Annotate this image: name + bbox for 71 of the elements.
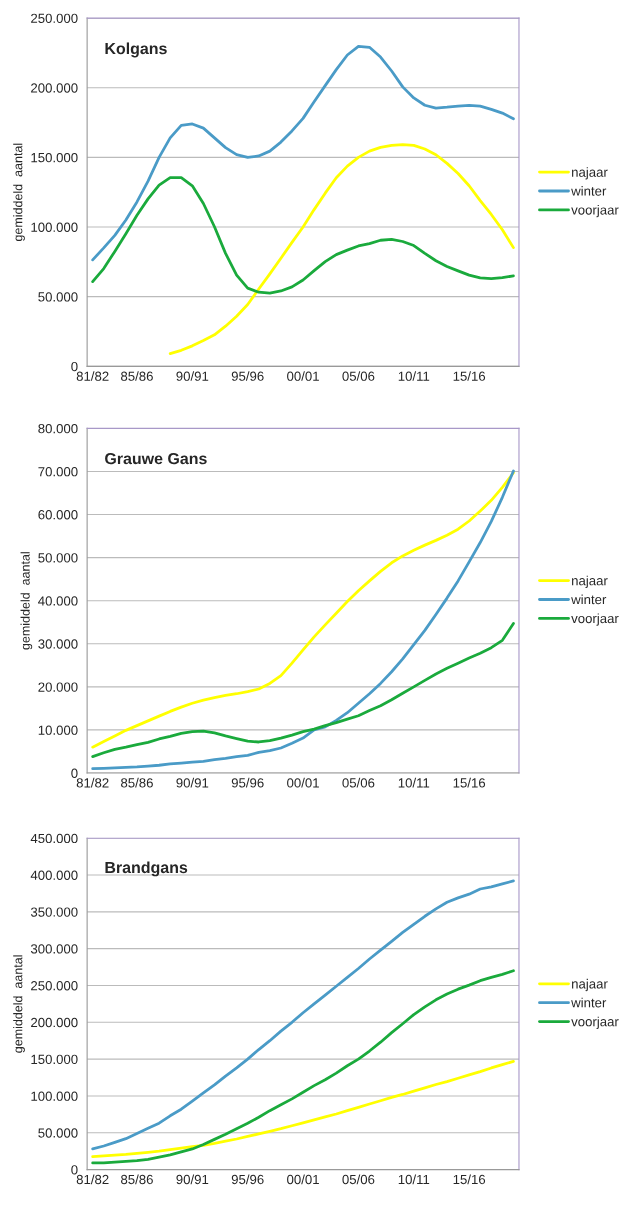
line-series: [168, 143, 515, 356]
y-tick-label: 50.000: [38, 1128, 78, 1138]
y-tick-label: 150.000: [31, 152, 78, 163]
text: Brandgans: [105, 861, 188, 877]
y-tick-label: 150.000: [31, 1054, 78, 1065]
x-tick-label: 81/82: [76, 1174, 109, 1185]
y-tick-label: 30.000: [38, 639, 78, 649]
y-tick-label: 60.000: [38, 510, 78, 520]
y-tick-label: 250.000: [31, 13, 78, 23]
y-tick-label: 50.000: [38, 553, 78, 563]
y-tick-label: 10.000: [38, 725, 78, 735]
line-series: [91, 1059, 515, 1159]
x-tick-label: 85/86: [121, 777, 153, 788]
x-tick-label: 85/86: [121, 371, 153, 381]
x-tick-label: 10/11: [398, 777, 430, 788]
legend-label: voorjaar: [571, 204, 619, 218]
legend-label: najaar: [572, 167, 608, 180]
legend-label: winter: [571, 997, 607, 1008]
x-tick-label: 90/91: [176, 371, 209, 381]
y-tick-label: 0: [71, 768, 78, 778]
y-tick-label: 250.000: [31, 981, 78, 991]
legend-label: voorjaar: [571, 613, 619, 626]
line-series: [91, 622, 515, 759]
x-tick-label: 95/96: [231, 1174, 264, 1185]
y-axis-title: gemiddeld aantal: [13, 143, 25, 242]
x-tick-label: 00/01: [287, 777, 319, 788]
legend-label: winter: [571, 594, 607, 605]
line-series: [91, 176, 515, 295]
y-tick-label: 80.000: [38, 423, 78, 434]
x-tick-label: 15/16: [453, 777, 486, 788]
line-series: [91, 969, 515, 1165]
text: Grauwe Gans: [105, 452, 207, 465]
x-tick-label: 81/82: [76, 371, 109, 381]
y-tick-label: 50.000: [38, 292, 78, 302]
line-series: [91, 44, 515, 262]
y-tick-label: 100.000: [31, 222, 78, 232]
x-tick-label: 90/91: [176, 1174, 209, 1185]
x-tick-label: 90/91: [176, 777, 209, 788]
x-tick-label: 95/96: [231, 371, 264, 381]
x-tick-label: 05/06: [342, 777, 375, 788]
text: Kolgans: [105, 42, 167, 58]
y-tick-label: 0: [71, 1165, 78, 1175]
x-tick-label: 05/06: [342, 1174, 375, 1185]
x-tick-label: 15/16: [453, 1174, 486, 1185]
legend-label: najaar: [572, 575, 608, 588]
y-tick-label: 350.000: [30, 907, 78, 917]
x-tick-label: 15/16: [453, 371, 486, 381]
y-axis-title: gemiddeld aantal: [20, 552, 33, 650]
y-tick-label: 0: [71, 361, 78, 372]
x-tick-label: 00/01: [287, 371, 319, 381]
x-tick-label: 00/01: [287, 1174, 319, 1185]
x-tick-label: 05/06: [342, 371, 375, 381]
y-tick-label: 400.000: [30, 870, 78, 880]
y-tick-label: 300.000: [30, 944, 78, 954]
y-tick-label: 70.000: [38, 467, 78, 477]
y-axis-title: gemiddeld aantal: [13, 955, 25, 1053]
x-tick-label: 95/96: [231, 777, 264, 788]
y-tick-label: 100.000: [31, 1091, 78, 1101]
y-tick-label: 20.000: [38, 682, 78, 692]
legend-label: najaar: [572, 978, 608, 992]
legend-label: voorjaar: [571, 1016, 619, 1029]
legend-label: winter: [571, 186, 607, 196]
line-series: [91, 879, 515, 1151]
x-tick-label: 10/11: [398, 371, 430, 381]
y-tick-label: 200.000: [31, 83, 78, 93]
y-tick-label: 40.000: [38, 596, 78, 606]
x-tick-label: 85/86: [121, 1174, 153, 1185]
y-tick-label: 450.000: [30, 833, 78, 844]
x-tick-label: 10/11: [398, 1174, 430, 1185]
y-tick-label: 200.000: [31, 1017, 78, 1028]
x-tick-label: 81/82: [76, 777, 109, 788]
